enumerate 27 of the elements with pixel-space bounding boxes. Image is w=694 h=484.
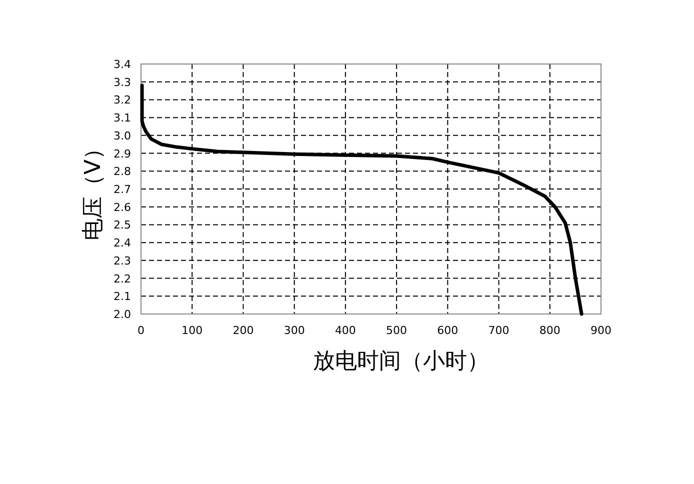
- x-tick-label: 600: [437, 324, 458, 337]
- x-tick-label: 900: [590, 324, 612, 337]
- x-tick-label: 700: [488, 324, 510, 337]
- y-tick-label: 2.5: [114, 218, 131, 232]
- y-tick-label: 2.7: [114, 183, 131, 196]
- y-tick-label: 2.0: [114, 308, 131, 321]
- x-tick-label: 800: [539, 324, 560, 337]
- x-tick-label: 500: [386, 324, 408, 337]
- y-tick-label: 2.3: [114, 254, 131, 268]
- y-tick-label: 3.0: [114, 129, 131, 142]
- y-axis-title: 电压（V）: [81, 137, 106, 241]
- x-tick-label: 200: [232, 324, 254, 337]
- y-tick-label: 2.1: [114, 290, 131, 304]
- x-axis-title: 放电时间（小时）: [313, 349, 489, 374]
- y-tick-label: 2.6: [114, 200, 131, 214]
- y-tick-label: 3.4: [114, 58, 131, 71]
- y-tick-label: 2.2: [114, 272, 131, 286]
- y-tick-label: 3.2: [114, 94, 131, 107]
- y-tick-label: 2.8: [114, 165, 131, 178]
- y-tick-label: 2.4: [114, 236, 131, 250]
- x-tick-label: 0: [138, 324, 144, 337]
- y-tick-label: 2.9: [114, 147, 131, 160]
- x-tick-label: 300: [284, 324, 305, 337]
- y-tick-label: 3.3: [114, 76, 131, 89]
- x-tick-label: 100: [182, 324, 203, 337]
- y-tick-label: 3.1: [114, 112, 131, 125]
- x-tick-label: 400: [334, 324, 356, 337]
